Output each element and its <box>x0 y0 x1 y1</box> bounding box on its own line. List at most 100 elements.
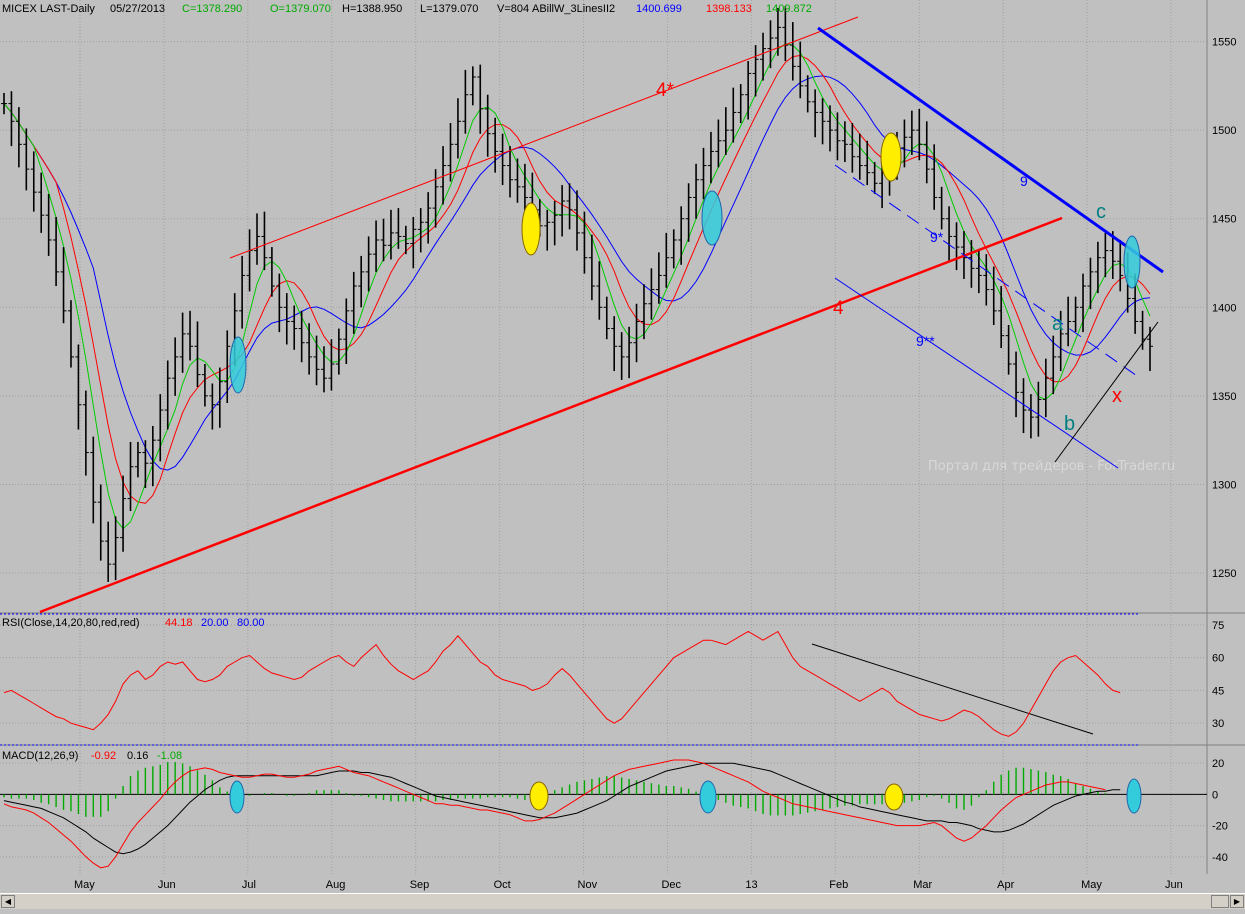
trendline-9-star-star <box>834 277 1119 469</box>
label-x: x <box>1112 385 1122 407</box>
chart-header: MICEX LAST-Daily 05/27/2013 C=1378.290 O… <box>2 3 812 15</box>
trendline-9 <box>817 26 1164 274</box>
scroll-thumb[interactable] <box>1211 895 1229 908</box>
x-tick-label: Jun <box>1165 879 1183 891</box>
price-tick-label: 1300 <box>1212 479 1236 491</box>
x-tick-label: May <box>74 879 95 891</box>
yellow-marker <box>521 202 541 256</box>
cyan-marker <box>1126 778 1142 814</box>
x-tick-label: Feb <box>829 879 848 891</box>
low-value: L=1379.070 <box>420 3 478 15</box>
price-tick-label: 1550 <box>1212 37 1236 49</box>
x-tick-label: Jun <box>158 879 176 891</box>
x-tick-label: Sep <box>410 879 430 891</box>
macd-hist-value: -1.08 <box>157 750 182 762</box>
macd-tick-label: -40 <box>1212 852 1228 864</box>
macd-series-line <box>3 762 1121 855</box>
indicator-value-1: 1400.699 <box>636 3 682 15</box>
yellow-marker <box>529 781 549 811</box>
macd-value: -0.92 <box>91 750 116 762</box>
label-9-star-star: 9** <box>916 333 935 349</box>
macd-tick-label: 0 <box>1212 789 1218 801</box>
macd-signal-value: 0.16 <box>127 750 148 762</box>
rsi-trendline <box>811 643 1094 735</box>
watermark: Портал для трейдеров - ForTrader.ru <box>928 459 1175 474</box>
yellow-marker <box>880 132 902 182</box>
macd-header: MACD(12,26,9) -0.92 0.16 -1.08 <box>2 750 182 762</box>
grid <box>0 0 1207 874</box>
yellow-marker <box>884 783 904 811</box>
macd-tick-label: 20 <box>1212 758 1224 770</box>
trendline-4-star <box>229 16 859 259</box>
price-axis: 1250 1300 1350 1400 1450 1500 1550 <box>1212 37 1236 580</box>
rsi-label: RSI(Close,14,20,80,red,red) <box>2 617 140 629</box>
trendline-4 <box>39 216 1063 614</box>
label-a: a <box>1052 313 1064 335</box>
label-c: c <box>1096 201 1106 223</box>
horizontal-scrollbar[interactable]: ◀ ▶ <box>0 893 1245 909</box>
x-tick-label: Nov <box>578 879 598 891</box>
x-tick-label: May <box>1081 879 1102 891</box>
label-b: b <box>1064 413 1075 435</box>
x-tick-label: Aug <box>326 879 346 891</box>
high-value: H=1388.950 <box>342 3 402 15</box>
close-value: C=1378.290 <box>182 3 242 15</box>
x-tick-label: Mar <box>913 879 932 891</box>
x-axis: May Jun Jul Aug Sep Oct Nov Dec 13 Feb Mar Apr May Ju… <box>74 879 1183 891</box>
macd-panel[interactable] <box>0 746 1207 874</box>
price-tick-label: 1400 <box>1212 302 1236 314</box>
date-label: 05/27/2013 <box>110 3 165 15</box>
price-tick-label: 1250 <box>1212 568 1236 580</box>
trendlines <box>39 16 1164 735</box>
macd-axis: -40 -20 0 20 <box>1212 758 1228 864</box>
x-tick-label: Dec <box>661 879 681 891</box>
signal-series-line <box>3 759 1106 869</box>
x-tick-label: Oct <box>494 879 511 891</box>
price-panel[interactable] <box>0 0 1207 613</box>
indicator-value-2: 1398.133 <box>706 3 752 15</box>
label-9: 9 <box>1020 173 1028 189</box>
price-tick-label: 1500 <box>1212 125 1236 137</box>
price-markers <box>229 132 1141 394</box>
rsi-series-line <box>3 630 1121 737</box>
cyan-marker <box>1123 235 1141 289</box>
scroll-left-icon[interactable]: ◀ <box>1 895 15 908</box>
cyan-marker <box>229 336 247 394</box>
rsi-tick-label: 75 <box>1212 620 1224 632</box>
price-tick-label: 1450 <box>1212 214 1236 226</box>
rsi-upper: 80.00 <box>237 617 265 629</box>
indicator-name: ABillW_3LinesII2 <box>532 3 615 15</box>
rsi-lower: 20.00 <box>201 617 229 629</box>
label-9-star: 9* <box>930 229 944 245</box>
macd-markers <box>229 778 1142 814</box>
rsi-value: 44.18 <box>165 617 193 629</box>
rsi-tick-label: 45 <box>1212 685 1224 697</box>
macd-lines <box>3 759 1121 869</box>
x-tick-label: Jul <box>242 879 256 891</box>
rsi-tick-label: 60 <box>1212 653 1224 665</box>
trendline-support <box>1054 321 1159 463</box>
x-tick-label: 13 <box>745 879 757 891</box>
x-tick-label: Apr <box>997 879 1014 891</box>
price-bars <box>1 6 1153 582</box>
symbol-label: MICEX LAST-Daily <box>2 3 95 15</box>
volume-value: V=804 <box>497 3 529 15</box>
rsi-header: RSI(Close,14,20,80,red,red) 44.18 20.00 … <box>2 617 265 629</box>
rsi-tick-label: 30 <box>1212 718 1224 730</box>
label-4: 4 <box>833 298 844 319</box>
open-value: O=1379.070 <box>270 3 331 15</box>
indicator-value-3: 1409.872 <box>766 3 812 15</box>
rsi-line <box>3 630 1121 737</box>
trendline-9-star <box>834 164 1141 379</box>
macd-tick-label: -20 <box>1212 821 1228 833</box>
cyan-marker <box>701 190 723 246</box>
price-tick-label: 1350 <box>1212 391 1236 403</box>
rsi-panel[interactable] <box>0 614 1207 745</box>
scroll-right-icon[interactable]: ▶ <box>1230 895 1244 908</box>
label-4-star: 4* <box>656 80 675 101</box>
rsi-axis: 30 45 60 75 <box>1212 620 1224 730</box>
cyan-marker <box>229 780 245 814</box>
macd-label: MACD(12,26,9) <box>2 750 78 762</box>
